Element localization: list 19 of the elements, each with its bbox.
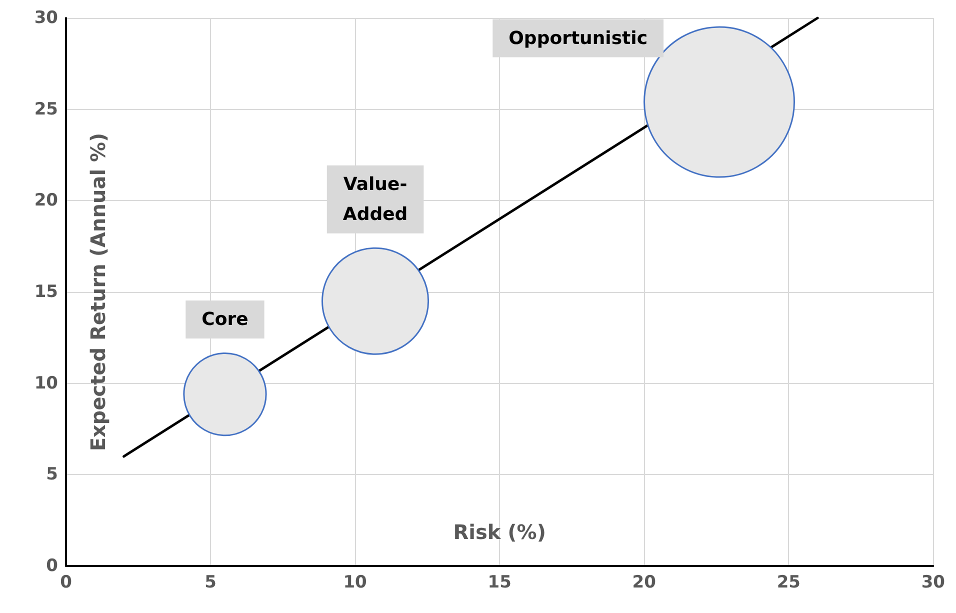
series-label: Core xyxy=(202,308,248,330)
x-tick-label: 15 xyxy=(488,572,512,592)
x-tick-label: 0 xyxy=(60,572,72,592)
y-axis-title: Expected Return (Annual %) xyxy=(86,132,110,452)
y-tick-label: 30 xyxy=(34,8,58,28)
x-tick-label: 30 xyxy=(921,572,946,592)
x-axis-title: Risk (%) xyxy=(453,520,546,544)
x-tick-label: 25 xyxy=(776,572,800,592)
series-label: Opportunistic xyxy=(508,28,648,49)
x-tick-label: 5 xyxy=(204,572,216,592)
y-tick-label: 0 xyxy=(46,556,58,576)
series-label: Value-Added xyxy=(342,174,408,225)
y-tick-label: 10 xyxy=(34,373,58,394)
y-tick-label: 20 xyxy=(34,190,58,211)
y-tick-label: 25 xyxy=(34,99,58,120)
x-tick-label: 20 xyxy=(632,572,656,592)
x-tick-label: 10 xyxy=(343,572,368,592)
y-tick-label: 15 xyxy=(34,282,58,302)
y-tick-label: 5 xyxy=(46,464,58,485)
